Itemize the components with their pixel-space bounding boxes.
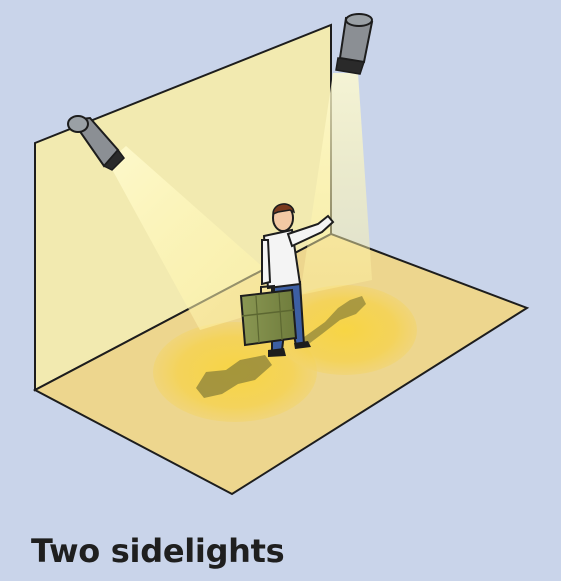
suitcase-icon (239, 284, 298, 347)
shadow-left (196, 355, 272, 398)
spotlight-right-icon (335, 13, 374, 75)
beam-left (108, 146, 300, 330)
caption: Two sidelights (31, 532, 285, 570)
light-pool-right (273, 285, 417, 375)
beam-right (300, 73, 372, 295)
shadow-right (300, 296, 366, 346)
spotlight-left-icon (67, 115, 125, 171)
